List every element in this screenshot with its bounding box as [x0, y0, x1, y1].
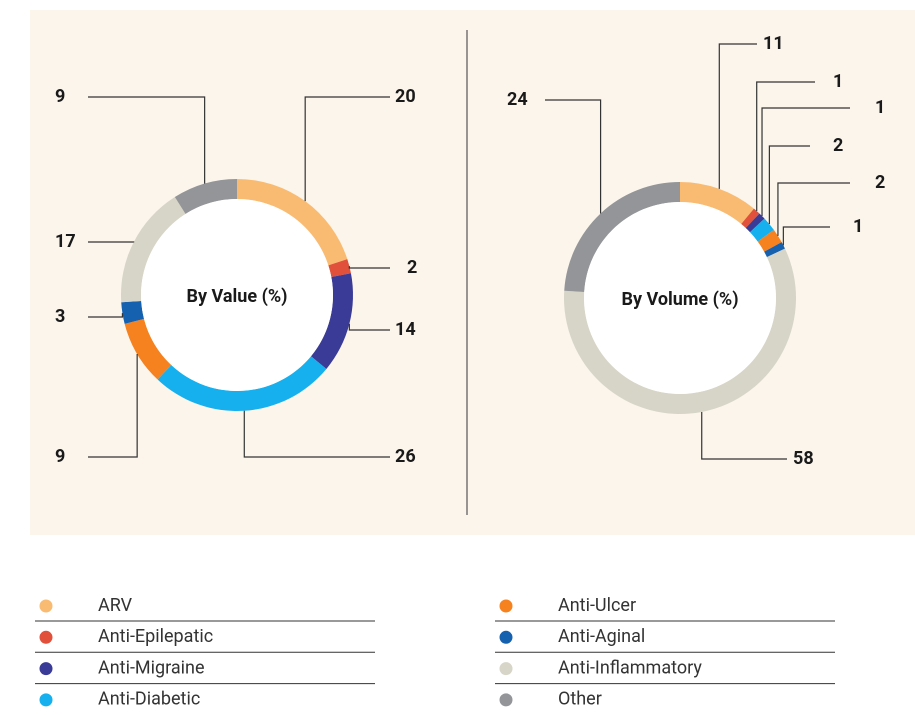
legend-label: Anti-Epilepatic — [98, 626, 213, 647]
legend-label: Anti-Diabetic — [98, 689, 200, 710]
donut-segment — [310, 273, 353, 369]
value-label: 1 — [853, 216, 863, 237]
value-label: 2 — [833, 135, 843, 156]
donut-segment — [564, 182, 680, 292]
value-label: 9 — [55, 86, 65, 107]
donut-segment — [757, 229, 782, 252]
value-label: 24 — [507, 89, 528, 110]
donut-segment — [124, 318, 172, 380]
legend-label: Other — [558, 689, 602, 710]
leader-line — [718, 43, 757, 189]
leader-line — [545, 99, 602, 214]
value-label: 58 — [793, 448, 814, 469]
legend-swatch — [39, 662, 53, 676]
donut-segment — [121, 301, 145, 324]
value-label: 1 — [833, 71, 843, 92]
donut-hole — [584, 202, 776, 394]
legend-label: Anti-Inflammatory — [558, 657, 702, 678]
legend-label: Anti-Migraine — [98, 657, 205, 678]
value-label: 9 — [55, 446, 65, 467]
donut-segment — [174, 179, 237, 214]
legend-swatch — [499, 693, 513, 707]
value-label: 1 — [875, 97, 885, 118]
legend-swatch — [499, 630, 513, 644]
legend-swatch — [499, 662, 513, 676]
donut-segment — [741, 208, 760, 229]
leader-line — [782, 226, 830, 246]
legend-swatch — [39, 599, 53, 613]
leader-line — [88, 354, 138, 458]
legend-label: Anti-Ulcer — [558, 595, 636, 616]
legend-label: Anti-Aginal — [558, 626, 645, 647]
donut-segment — [680, 182, 754, 225]
leader-line — [701, 411, 787, 460]
leader-line — [348, 266, 390, 269]
donut-segment — [749, 218, 774, 242]
chart-title: By Volume (%) — [621, 289, 738, 310]
donut-segment — [237, 179, 348, 266]
donut-segment — [328, 259, 351, 278]
donut-segment — [121, 197, 186, 303]
chart-title: By Value (%) — [187, 286, 288, 307]
donut-segment — [157, 356, 327, 411]
leader-line — [243, 410, 390, 458]
value-label: 11 — [763, 33, 784, 54]
value-label: 14 — [395, 319, 416, 340]
donut-segment — [745, 213, 765, 233]
value-label: 2 — [407, 257, 417, 278]
value-label: 26 — [395, 446, 416, 467]
donut-segment — [764, 242, 785, 258]
legend-swatch — [39, 693, 53, 707]
leader-line — [756, 81, 815, 211]
leader-line — [304, 96, 390, 202]
leader-line — [777, 182, 850, 236]
legend-label: ARV — [98, 595, 133, 616]
leader-line — [348, 323, 390, 331]
donut-hole — [141, 199, 333, 391]
legend-swatch — [499, 599, 513, 613]
leader-line — [88, 313, 124, 318]
value-label: 20 — [395, 86, 416, 107]
value-label: 3 — [55, 306, 65, 327]
donut-segment — [564, 248, 796, 415]
legend-swatch — [39, 630, 53, 644]
value-label: 2 — [875, 172, 885, 193]
leader-line — [768, 145, 810, 225]
value-label: 17 — [55, 231, 76, 252]
leader-line — [88, 96, 206, 184]
leader-line — [761, 107, 850, 216]
